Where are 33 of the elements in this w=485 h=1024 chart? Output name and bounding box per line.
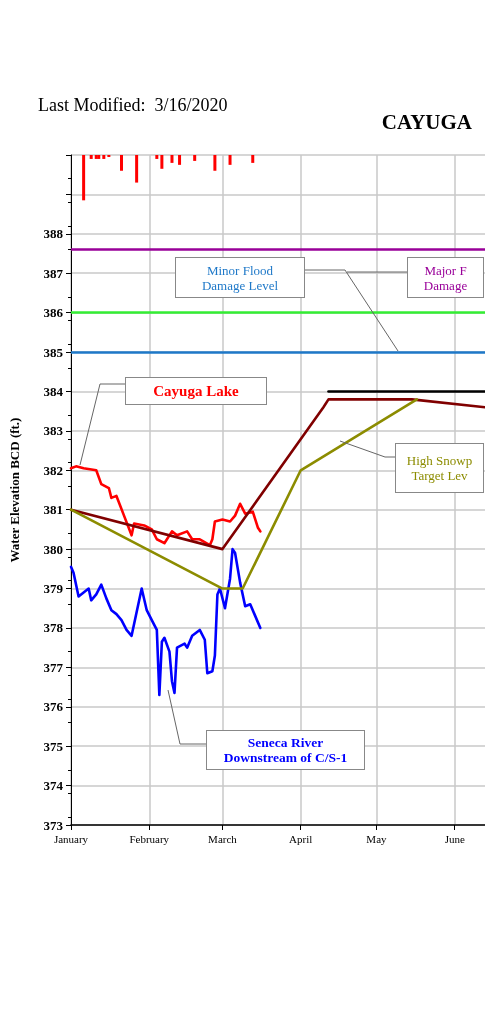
y-tick-label: 377 — [43, 659, 64, 675]
x-tick-label: May — [366, 832, 388, 845]
y-tick-label: 387 — [43, 265, 64, 281]
x-tick-label: April — [289, 832, 313, 845]
y-tick-label: 380 — [43, 541, 63, 557]
y-tick-label: 373 — [43, 817, 64, 833]
x-tick-label: January — [53, 832, 89, 845]
y-tick-label: 381 — [43, 502, 63, 518]
y-tick-label: 376 — [43, 699, 64, 715]
y-tick-label: 383 — [43, 423, 64, 439]
line-series — [69, 465, 262, 547]
x-tick-label: February — [129, 832, 170, 845]
y-tick-label: 375 — [43, 738, 64, 754]
y-tick-label: 382 — [43, 462, 63, 478]
y-tick-label: 378 — [43, 620, 64, 636]
ref-line-label: Major F Damage — [407, 257, 484, 298]
x-tick-label: March — [208, 832, 238, 845]
y-tick-label: 374 — [43, 778, 64, 794]
y-axis-title: Water Elevation BCD (ft.) — [7, 417, 22, 563]
ref-line-label: Minor Flood Damage Level — [175, 257, 305, 298]
x-tick-label: June — [444, 832, 465, 845]
y-tick-label: 384 — [43, 383, 64, 399]
chart-title: CAYUGA — [381, 109, 473, 134]
line-series — [69, 398, 485, 551]
line-series — [69, 547, 262, 697]
chart-subtitle: Last Modified: 3/16/2020 — [38, 95, 228, 115]
text: High Snowp Target Lev — [395, 443, 484, 493]
y-tick-label: 379 — [43, 581, 64, 597]
text: Seneca River Downstream of C/S-1 — [206, 730, 365, 770]
y-tick-label: 388 — [43, 226, 64, 242]
y-tick-label: 386 — [43, 305, 64, 321]
y-tick-label: 385 — [43, 344, 64, 360]
text: Cayuga Lake — [125, 377, 267, 405]
